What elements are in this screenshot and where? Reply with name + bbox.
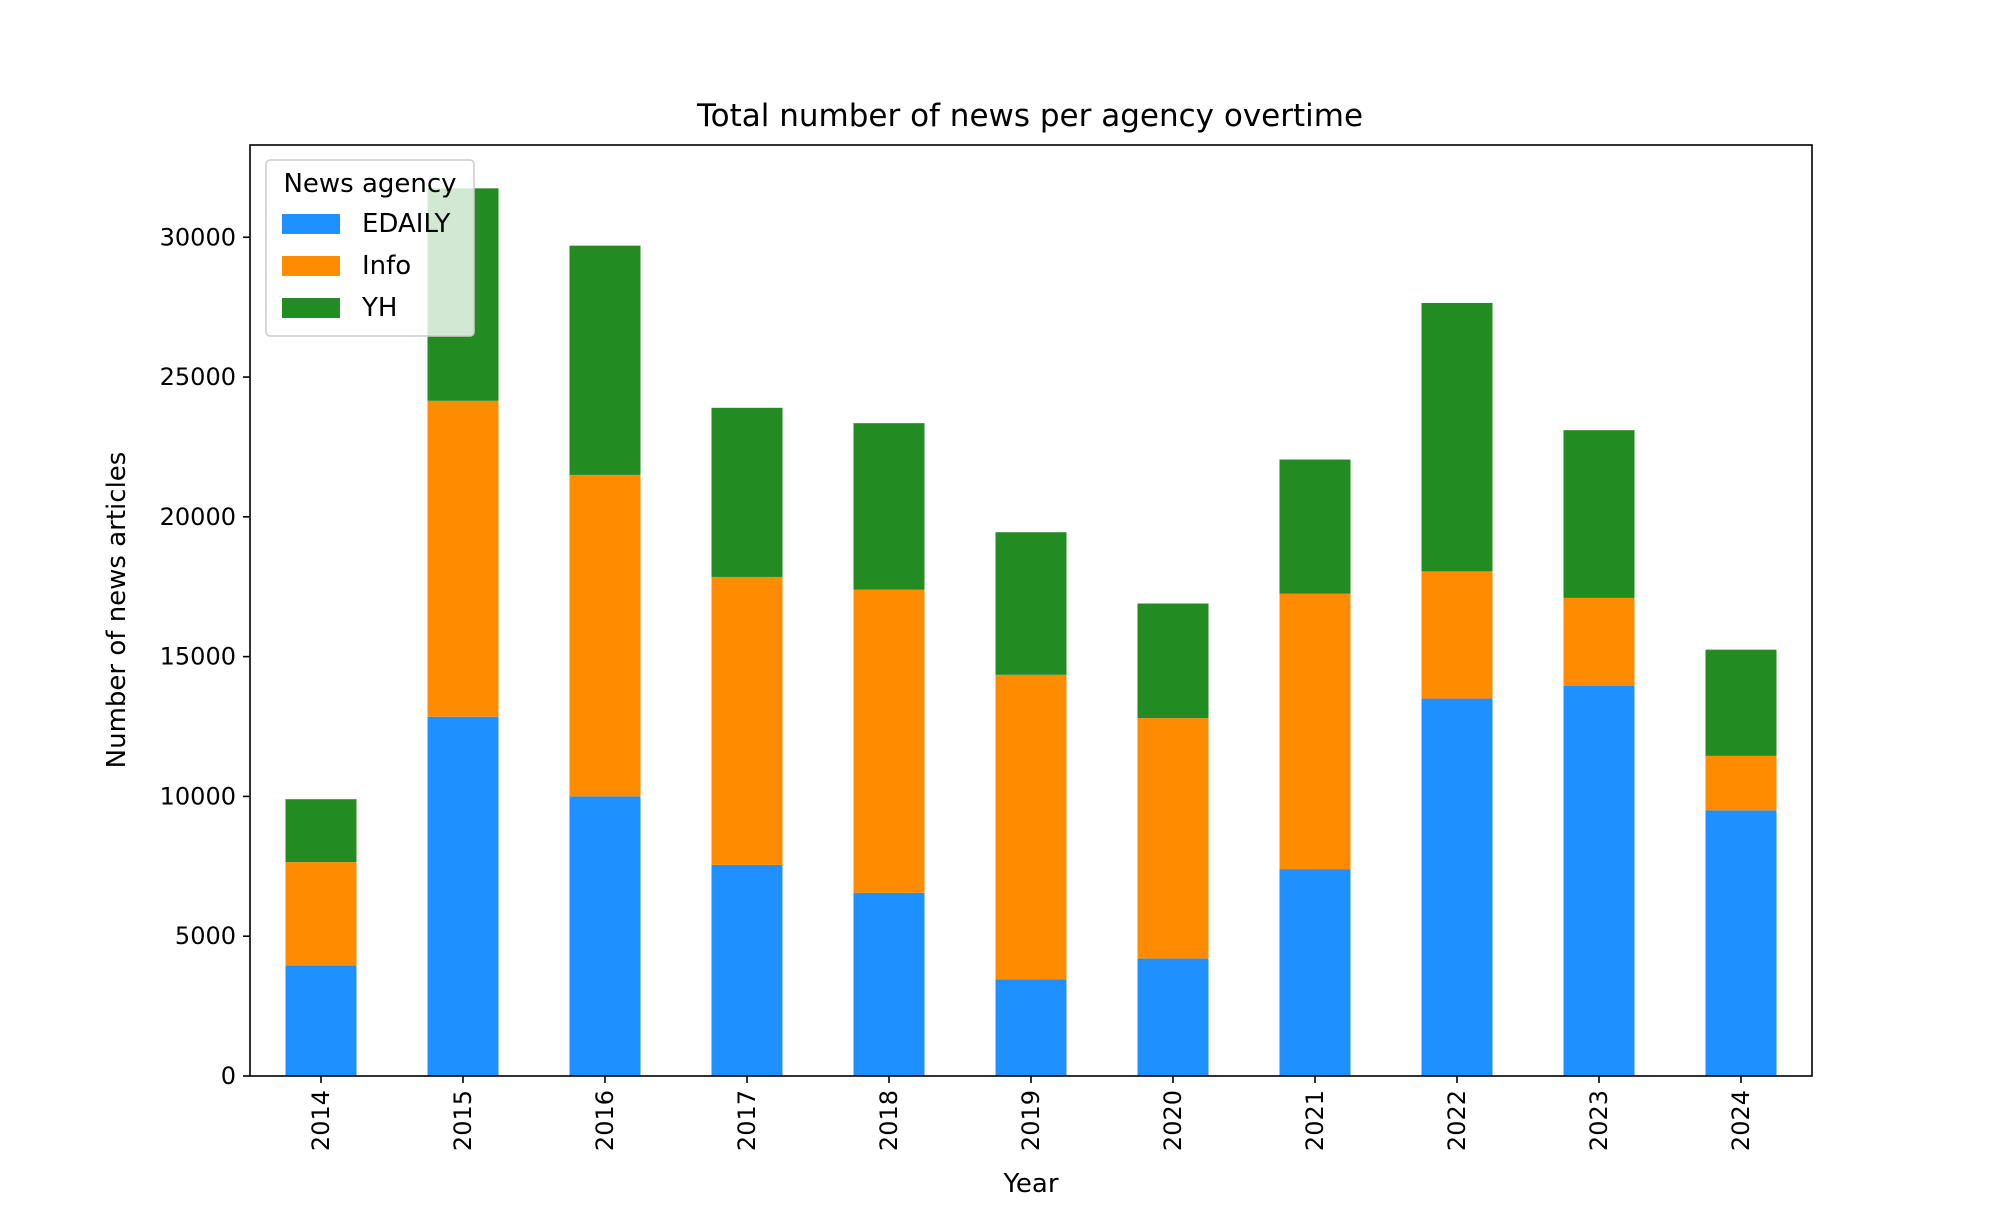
bar-edaily-2022	[1421, 698, 1493, 1076]
bars-layer	[285, 188, 1777, 1076]
y-tick-label: 25000	[160, 363, 236, 391]
y-tick-label: 30000	[160, 223, 236, 251]
x-tick-label: 2017	[733, 1090, 761, 1151]
x-tick-label: 2021	[1301, 1090, 1329, 1151]
bar-info-2019	[995, 674, 1067, 980]
bar-yh-2016	[569, 245, 641, 475]
legend-box	[265, 159, 475, 337]
bar-info-2022	[1421, 571, 1493, 699]
chart-title: Total number of news per agency overtime	[696, 98, 1363, 134]
bar-edaily-2014	[285, 965, 357, 1076]
y-axis-title: Number of news articles	[102, 452, 132, 769]
x-axis: 2014 2015 2016 2017 2018 2019 2020 2021 2022 2023…	[307, 1076, 1755, 1151]
legend-title: News agency	[283, 169, 456, 199]
bar-yh-2021	[1279, 459, 1351, 594]
bar-edaily-2015	[427, 716, 499, 1076]
x-tick-label: 2024	[1727, 1090, 1755, 1151]
bar-yh-2020	[1137, 603, 1209, 719]
x-tick-label: 2023	[1585, 1090, 1613, 1151]
bar-info-2015	[427, 400, 499, 717]
x-tick-label: 2019	[1017, 1090, 1045, 1151]
bar-edaily-2018	[853, 892, 925, 1076]
bar-yh-2022	[1421, 302, 1493, 572]
legend-label-info: Info	[362, 251, 411, 281]
x-tick-label: 2016	[591, 1090, 619, 1151]
x-tick-label: 2015	[449, 1090, 477, 1151]
bar-info-2023	[1563, 597, 1635, 686]
bar-info-2018	[853, 589, 925, 893]
bar-yh-2024	[1705, 649, 1777, 756]
bar-edaily-2016	[569, 796, 641, 1076]
bar-info-2017	[711, 576, 783, 865]
bar-edaily-2021	[1279, 869, 1351, 1076]
legend: News agency EDAILY Info YH	[265, 159, 475, 337]
legend-swatch-edaily	[282, 214, 340, 234]
x-tick-label: 2018	[875, 1090, 903, 1151]
x-tick-label: 2022	[1443, 1090, 1471, 1151]
bar-yh-2023	[1563, 430, 1635, 598]
bar-yh-2014	[285, 799, 357, 863]
legend-swatch-info	[282, 256, 340, 276]
bar-edaily-2024	[1705, 810, 1777, 1076]
x-tick-label: 2014	[307, 1090, 335, 1151]
y-tick-label: 20000	[160, 503, 236, 531]
legend-items: EDAILY Info YH	[282, 209, 450, 323]
legend-swatch-yh	[282, 298, 340, 318]
bar-yh-2018	[853, 423, 925, 590]
bar-edaily-2017	[711, 864, 783, 1076]
y-axis: 0 5000 10000 15000 20000 25000 30000	[160, 223, 250, 1090]
bar-info-2014	[285, 862, 357, 966]
y-tick-label: 10000	[160, 782, 236, 810]
bar-edaily-2019	[995, 979, 1067, 1076]
y-tick-label: 5000	[175, 922, 236, 950]
legend-label-yh: YH	[361, 293, 397, 323]
x-axis-title: Year	[1002, 1169, 1058, 1199]
bar-info-2016	[569, 474, 641, 797]
bar-yh-2019	[995, 532, 1067, 675]
bar-info-2020	[1137, 718, 1209, 959]
bar-edaily-2023	[1563, 685, 1635, 1076]
bar-yh-2017	[711, 407, 783, 577]
x-tick-label: 2020	[1159, 1090, 1187, 1151]
y-tick-label: 0	[221, 1062, 236, 1090]
bar-info-2024	[1705, 755, 1777, 811]
y-tick-label: 15000	[160, 643, 236, 671]
bar-info-2021	[1279, 593, 1351, 870]
legend-label-edaily: EDAILY	[362, 209, 450, 239]
bar-edaily-2020	[1137, 958, 1209, 1076]
